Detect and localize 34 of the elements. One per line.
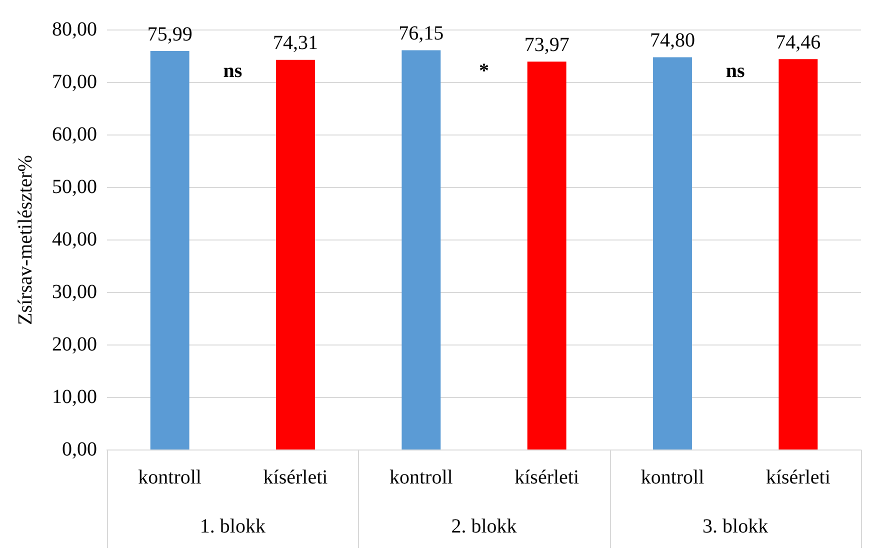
y-axis-title: Zsírsav-metilészter% [14, 155, 36, 325]
bar [653, 57, 692, 450]
x-tick-label: kísérleti [514, 466, 580, 488]
bar [276, 60, 315, 450]
y-tick-label: 20,00 [52, 333, 97, 356]
y-tick-label: 0,00 [62, 438, 97, 460]
y-tick-label: 80,00 [52, 18, 97, 40]
data-label: 73,97 [524, 34, 570, 56]
annotation: * [479, 60, 489, 82]
bar [150, 51, 190, 450]
data-label: 74,31 [273, 32, 318, 54]
annotation: ns [726, 60, 746, 82]
x-tick-label: kísérleti [263, 466, 328, 488]
x-tick-label: kontroll [138, 466, 202, 488]
bar [527, 62, 566, 450]
annotation: ns [223, 60, 242, 82]
text: 1. blokk [200, 515, 266, 538]
text: 3. blokk [702, 515, 768, 538]
y-tick-label: 40,00 [52, 228, 97, 250]
bar [402, 50, 441, 450]
y-tick-label: 60,00 [52, 123, 97, 146]
y-tick-label: 70,00 [52, 70, 97, 93]
data-label: 76,15 [398, 22, 444, 44]
y-tick-label: 50,00 [52, 176, 97, 198]
bar [778, 59, 818, 450]
data-label: 74,46 [776, 31, 821, 54]
x-tick-label: kontroll [640, 466, 705, 488]
y-tick-label: 30,00 [52, 280, 97, 303]
x-tick-label: kontroll [389, 466, 454, 488]
y-tick-label: 10,00 [52, 386, 97, 408]
x-tick-label: kísérleti [766, 466, 831, 488]
data-label: 74,80 [650, 30, 695, 52]
data-label: 75,99 [147, 23, 192, 46]
text: 2. blokk [451, 515, 517, 538]
